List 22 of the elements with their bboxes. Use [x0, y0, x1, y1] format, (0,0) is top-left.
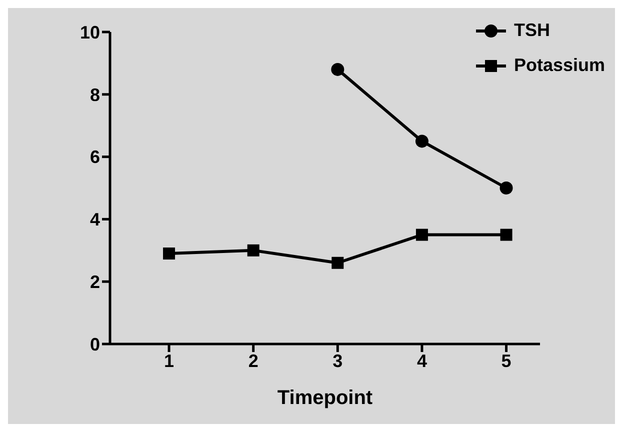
point: [163, 248, 176, 260]
point: [416, 228, 428, 241]
x-axis-title: Timepoint: [277, 387, 373, 409]
legend-label: Potassium: [514, 55, 605, 76]
y-tick-label: 0: [90, 334, 100, 354]
y-tick-label: 8: [90, 84, 100, 105]
point: [415, 134, 428, 148]
x-tick-label: 2: [248, 350, 258, 371]
point: [500, 228, 512, 241]
legend-label: TSH: [514, 20, 550, 41]
point: [331, 62, 344, 76]
y-tick-label: 6: [90, 147, 100, 168]
x-tick-label: 5: [501, 350, 512, 371]
y-tick-label: 10: [80, 22, 100, 42]
point: [247, 244, 260, 256]
point: [332, 256, 344, 269]
x-tick-label: 3: [332, 350, 343, 371]
x-tick-label: 4: [416, 350, 427, 371]
point: [500, 182, 513, 194]
x-tick-label: 1: [164, 350, 174, 371]
y-tick-label: 4: [90, 210, 100, 230]
y-tick-label: 2: [90, 272, 100, 292]
